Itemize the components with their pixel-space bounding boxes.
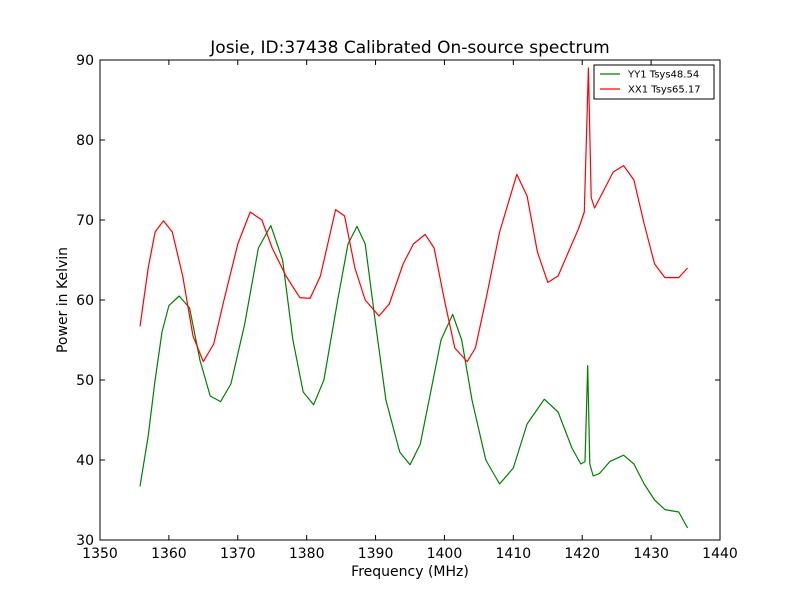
- x-tick-label: 1400: [427, 546, 463, 562]
- x-axis-label: Frequency (MHz): [351, 564, 469, 580]
- legend-box: [593, 64, 715, 100]
- x-tick-label: 1370: [220, 546, 256, 562]
- x-tick-label: 1410: [496, 546, 532, 562]
- ticks-layer: 1350 1360 1370 1380 1390 1400 1410 1420 1430 1440…: [76, 53, 738, 562]
- x-tick-label: 1390: [358, 546, 394, 562]
- y-tick-label: 80: [76, 133, 94, 149]
- x-tick-label: 1440: [702, 546, 738, 562]
- series-line-2: [139, 67, 689, 363]
- x-tick-label: 1380: [289, 546, 325, 562]
- series-layer: [139, 67, 689, 529]
- x-tick-label: 1420: [564, 546, 600, 562]
- legend: YY1 Tsys48.54 XX1 Tsys65.17: [593, 64, 715, 100]
- y-tick-label: 90: [76, 53, 94, 69]
- x-tick-label: 1350: [82, 546, 118, 562]
- y-tick-label: 50: [76, 373, 94, 389]
- y-tick-label: 40: [76, 453, 94, 469]
- y-tick-label: 60: [76, 293, 94, 309]
- x-tick-label: 1430: [633, 546, 669, 562]
- y-tick-label: 70: [76, 213, 94, 229]
- legend-label-1: YY1 Tsys48.54: [627, 70, 699, 81]
- series-line-1: [139, 225, 689, 529]
- y-axis-label: Power in Kelvin: [55, 247, 71, 353]
- x-tick-label: 1360: [151, 546, 187, 562]
- chart-title: Josie, ID:37438 Calibrated On-source spe…: [209, 38, 609, 58]
- y-tick-label: 30: [76, 533, 94, 549]
- legend-label-2: XX1 Tsys65.17: [628, 85, 701, 96]
